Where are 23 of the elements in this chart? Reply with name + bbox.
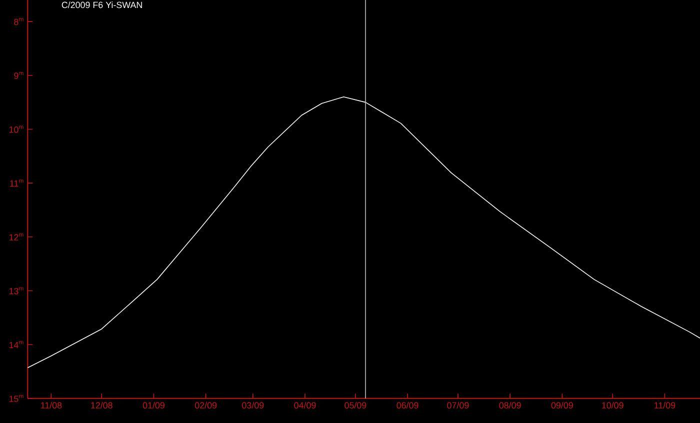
x-tick-label: 10/09 xyxy=(602,402,624,408)
chart-title: C/2009 F6 Yi-SWAN xyxy=(62,1,142,8)
line-series xyxy=(27,96,700,368)
y-tick-label: 14$^{m}$ xyxy=(9,340,24,348)
x-tick-label: 09/09 xyxy=(551,402,573,408)
y-tick-label: 12$^{m}$ xyxy=(9,233,24,240)
y-tick-label: 15$^{m}$ xyxy=(9,394,24,402)
x-tick-label: 11/08 xyxy=(41,402,62,408)
x-tick-label: 01/09 xyxy=(142,402,164,408)
x-tick-label: 06/09 xyxy=(396,402,418,408)
y-tick-label: 13$^{m}$ xyxy=(9,287,24,294)
x-tick-label: 11/09 xyxy=(654,402,676,408)
y-tick-label: 10$^{m}$ xyxy=(9,126,24,133)
x-tick-label: 08/09 xyxy=(499,402,521,408)
y-tick-label: 9$^{m}$ xyxy=(14,72,24,79)
x-tick-label: 04/09 xyxy=(294,402,316,408)
x-tick-label: 03/09 xyxy=(242,402,264,408)
x-tick-label: 12/08 xyxy=(91,402,112,408)
x-tick-label: 05/09 xyxy=(344,402,366,408)
y-tick-label: 8$^{m}$ xyxy=(14,18,24,25)
y-tick-label: 11$^{m}$ xyxy=(10,179,24,186)
x-tick-label: 02/09 xyxy=(195,402,217,408)
x-tick-label: 07/09 xyxy=(447,402,469,408)
